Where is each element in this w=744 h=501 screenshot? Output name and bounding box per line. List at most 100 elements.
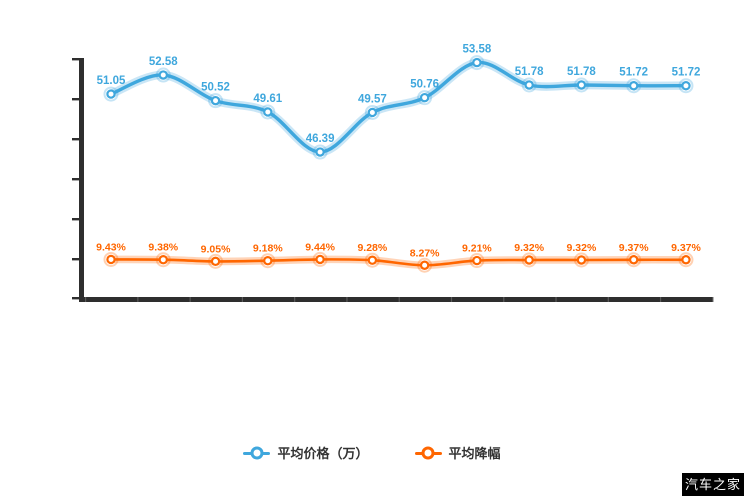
watermark-autohome: 汽车之家 xyxy=(682,473,744,496)
x-axis-tick xyxy=(294,297,296,302)
x-axis-line xyxy=(79,297,713,302)
legend-label-average-discount: 平均降幅 xyxy=(448,445,501,461)
x-axis-tick xyxy=(137,297,139,302)
average-price-point-halo xyxy=(155,67,171,83)
average-price-point-halo xyxy=(312,144,328,160)
average-price-point-halo xyxy=(469,55,485,71)
average-price-point xyxy=(106,89,116,99)
average-price-data-label: 50.76 xyxy=(410,79,439,91)
average-discount-point-halo xyxy=(678,252,694,268)
legend: 平均价格（万） 平均降幅 xyxy=(0,443,744,463)
average-discount-data-label: 9.44% xyxy=(305,241,335,253)
average-price-data-label: 46.39 xyxy=(306,133,335,145)
average-discount-point xyxy=(629,255,639,265)
average-price-point xyxy=(576,80,587,90)
x-axis-tick xyxy=(555,297,557,302)
average-price-point xyxy=(524,80,534,90)
average-price-point xyxy=(472,57,482,68)
x-axis-tick xyxy=(346,297,348,302)
x-axis-tick xyxy=(607,297,609,302)
legend-line-marker-orange xyxy=(414,446,442,460)
average-price-point-halo xyxy=(573,77,589,93)
average-discount-point xyxy=(681,255,691,265)
y-axis-tick xyxy=(72,138,79,141)
average-discount-point xyxy=(367,255,378,265)
average-price-data-label: 51.78 xyxy=(567,66,596,78)
average-discount-point-halo xyxy=(208,253,224,269)
average-discount-data-label: 9.28% xyxy=(357,242,387,254)
x-axis-tick xyxy=(450,297,453,302)
average-price-point-halo xyxy=(364,104,380,120)
series-average-price: 51.05 52.58 50.52 49.61 46.39 49.57 50.76 53.58… xyxy=(97,44,701,160)
average-discount-point xyxy=(263,256,273,266)
average-discount-point xyxy=(472,255,482,266)
average-price-point-halo xyxy=(678,78,694,94)
y-axis-tick xyxy=(72,98,79,101)
average-discount-data-label: 9.05% xyxy=(201,243,231,255)
average-discount-point xyxy=(210,256,221,267)
average-discount-point-halo xyxy=(573,252,589,268)
average-discount-data-label: 9.43% xyxy=(96,241,126,253)
average-price-point xyxy=(681,81,691,91)
average-price-point-halo xyxy=(521,77,537,93)
average-discount-point-halo xyxy=(260,253,276,269)
average-price-line-glow xyxy=(109,58,687,157)
average-price-data-label: 51.05 xyxy=(97,75,126,87)
average-discount-data-label: 9.38% xyxy=(148,242,178,254)
average-discount-point-halo xyxy=(103,251,119,267)
x-axis-tick xyxy=(189,297,191,302)
average-discount-point-halo xyxy=(521,252,537,268)
average-discount-point-halo xyxy=(364,252,380,268)
x-axis-tick xyxy=(503,297,505,302)
y-axis-tick xyxy=(72,58,79,61)
average-discount-point xyxy=(158,255,168,265)
average-price-data-label: 53.58 xyxy=(462,44,491,56)
average-price-point-halo xyxy=(626,78,642,94)
axes xyxy=(72,58,714,302)
legend-label-average-price: 平均价格（万） xyxy=(277,445,369,461)
average-discount-data-label: 9.32% xyxy=(514,242,544,254)
average-price-point xyxy=(263,107,273,117)
legend-item-average-discount[interactable]: 平均降幅 xyxy=(414,445,501,461)
average-price-data-label: 51.78 xyxy=(515,66,544,78)
average-price-data-label: 51.72 xyxy=(619,67,648,79)
average-discount-data-label: 9.37% xyxy=(671,242,701,254)
average-price-data-label: 49.61 xyxy=(253,93,282,105)
y-axis-line xyxy=(79,58,84,302)
average-discount-point-halo xyxy=(626,252,642,268)
average-price-data-label: 49.57 xyxy=(358,93,387,105)
average-discount-point xyxy=(106,254,116,265)
average-discount-point xyxy=(576,255,587,265)
average-discount-data-label: 9.21% xyxy=(462,243,492,255)
y-axis-tick xyxy=(72,178,79,181)
legend-item-average-price[interactable]: 平均价格（万） xyxy=(243,445,369,461)
series-average-discount: 9.43% 9.38% 9.05% 9.18% 9.44% 9.28% 8.27% 9.21%… xyxy=(96,241,702,273)
x-axis-tick xyxy=(712,297,714,302)
legend-line-marker-blue xyxy=(243,446,271,460)
average-discount-point-halo xyxy=(155,252,171,268)
average-discount-data-label: 8.27% xyxy=(410,247,440,259)
average-discount-data-label: 9.32% xyxy=(567,242,597,254)
average-price-point xyxy=(419,92,430,103)
average-discount-data-label: 9.37% xyxy=(619,242,649,254)
x-axis-tick xyxy=(659,297,662,302)
x-axis-tick xyxy=(398,297,400,302)
average-price-point-halo xyxy=(208,93,224,109)
average-discount-point-halo xyxy=(469,253,485,269)
average-price-point-halo xyxy=(417,90,433,106)
average-discount-point-halo xyxy=(417,257,433,273)
average-price-data-label: 51.72 xyxy=(672,67,701,79)
average-price-data-label: 50.52 xyxy=(201,82,230,94)
average-price-point xyxy=(315,147,325,157)
average-price-point xyxy=(210,95,221,106)
x-axis-tick xyxy=(85,297,87,302)
average-discount-data-label: 9.18% xyxy=(253,243,283,255)
average-price-point xyxy=(158,70,168,80)
average-discount-point xyxy=(524,255,534,265)
average-price-point-halo xyxy=(103,86,119,102)
x-axis-tick xyxy=(241,297,244,302)
y-axis-tick xyxy=(72,297,79,300)
average-price-point xyxy=(629,81,639,91)
